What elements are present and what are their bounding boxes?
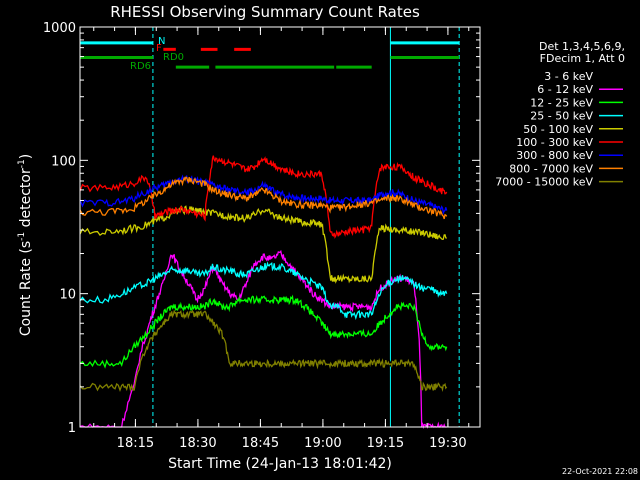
series-line-8 <box>79 309 448 393</box>
series-line-1 <box>79 249 447 430</box>
legend-label-2: 12 - 25 keV <box>530 96 593 109</box>
legend-label-5: 100 - 300 keV <box>516 136 593 149</box>
y-tick-label-0: 1 <box>68 421 76 436</box>
x-tick-label-5: 19:30 <box>429 436 466 451</box>
series-line-7 <box>79 176 448 220</box>
legend-label-3: 25 - 50 keV <box>530 110 593 123</box>
legend-label-7: 800 - 7000 keV <box>509 162 593 175</box>
x-tick-label-3: 19:00 <box>304 436 341 451</box>
series-line-5 <box>79 155 448 239</box>
legend: Det 1,3,4,5,6,9,FDecim 1, Att 0 3 - 6 keV… <box>495 40 625 189</box>
legend-header-0: Det 1,3,4,5,6,9, <box>539 40 625 53</box>
flag-label-f: F <box>156 43 162 54</box>
y-axis-label: Count Rate (s-1 detector-1) <box>17 154 34 336</box>
x-tick-label-1: 18:30 <box>179 436 216 451</box>
footer-date: 22-Oct-2021 22:08 <box>562 467 638 476</box>
x-axis-label: Start Time (24-Jan-13 18:01:42) <box>168 456 392 472</box>
y-label-sup-2: -1 <box>17 159 27 168</box>
y-label-part-3: ) <box>18 154 34 159</box>
plot-frame <box>79 26 481 428</box>
series-line-6 <box>79 174 448 216</box>
y-tick-label-2: 100 <box>51 154 76 169</box>
legend-label-6: 300 - 800 keV <box>516 149 593 162</box>
series-line-3 <box>79 261 448 321</box>
y-tick-label-3: 1000 <box>43 21 76 36</box>
legend-label-1: 6 - 12 keV <box>537 83 593 96</box>
flag-label-n: N <box>158 36 165 47</box>
axes: 1 10 100 1000 18:15 18:30 18:45 19:00 19:15 19:30 <box>43 21 481 451</box>
y-label-part-2: detector <box>18 168 34 232</box>
series-line-4 <box>79 205 448 284</box>
legend-label-4: 50 - 100 keV <box>523 123 593 136</box>
y-label-part-1: Count Rate (s <box>18 241 34 336</box>
flag-label-rd0: RD0 <box>163 52 184 63</box>
legend-header-1: FDecim 1, Att 0 <box>540 52 625 65</box>
y-label-sup-1: -1 <box>17 232 27 241</box>
legend-label-8: 7000 - 15000 keV <box>495 176 593 189</box>
x-tick-label-4: 19:15 <box>367 436 404 451</box>
legend-label-0: 3 - 6 keV <box>544 70 593 83</box>
x-tick-label-0: 18:15 <box>117 436 154 451</box>
y-tick-label-1: 10 <box>59 288 76 303</box>
series-line-2 <box>79 294 448 369</box>
flag-label-rd6: RD6 <box>130 61 151 72</box>
chart-title: RHESSI Observing Summary Count Rates <box>110 3 420 21</box>
x-tick-label-2: 18:45 <box>242 436 279 451</box>
